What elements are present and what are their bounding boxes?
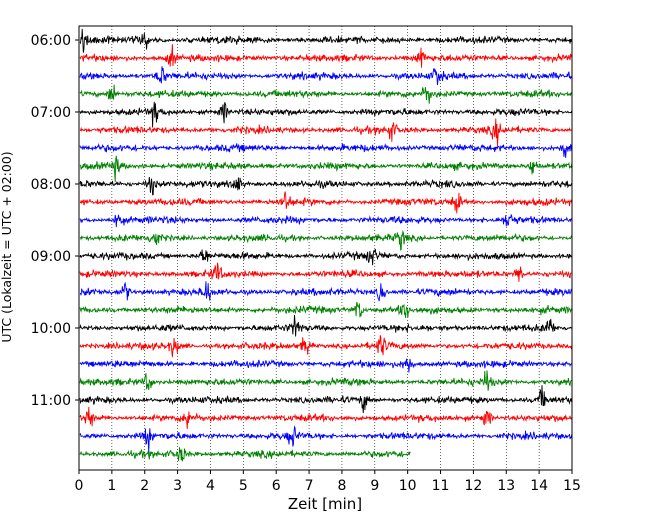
trace-1045	[79, 370, 572, 391]
trace-0900	[79, 248, 573, 266]
x-tick-label: 8	[337, 478, 346, 494]
trace-0930	[79, 281, 573, 302]
seismic-traces	[79, 28, 573, 462]
x-tick-label: 13	[497, 478, 515, 494]
trace-1130	[79, 425, 573, 453]
x-tick-label: 10	[399, 478, 417, 494]
plot-frame	[78, 25, 573, 471]
trace-0800	[79, 176, 573, 196]
trace-1145	[79, 447, 411, 462]
x-axis-ticks: 0 1 2 3 4 5 6 7 8 9 10 11 12 13 14 15	[75, 470, 581, 494]
trace-0615	[79, 44, 573, 68]
vertical-grid	[111, 26, 540, 470]
x-axis-label: Zeit [min]	[288, 495, 362, 513]
x-tick-label: 5	[239, 478, 248, 494]
trace-0745	[79, 155, 573, 182]
trace-1015	[79, 335, 573, 358]
trace-1000	[79, 315, 573, 337]
trace-0915	[79, 262, 572, 282]
y-axis-label: UTC (Lokalzeit = UTC + 02:00)	[0, 151, 14, 342]
trace-0700	[79, 101, 573, 128]
y-tick-label: 07:00	[31, 105, 71, 121]
trace-1030	[79, 358, 573, 373]
trace-0945	[79, 302, 572, 318]
trace-0830	[79, 213, 572, 228]
x-tick-label: 14	[530, 478, 548, 494]
y-axis-ticks: 06:00 07:00 08:00 09:00 10:00 11:00	[31, 33, 79, 409]
trace-0630	[79, 66, 573, 86]
x-tick-label: 1	[107, 478, 116, 494]
trace-0600	[79, 28, 573, 53]
y-tick-label: 08:00	[31, 177, 71, 193]
x-tick-label: 2	[140, 478, 149, 494]
x-tick-label: 0	[75, 478, 84, 494]
x-tick-label: 12	[464, 478, 482, 494]
trace-0645	[79, 84, 573, 104]
trace-0845	[79, 229, 573, 251]
y-tick-label: 06:00	[31, 33, 71, 49]
x-tick-label: 15	[563, 478, 581, 494]
x-tick-label: 6	[272, 478, 281, 494]
y-tick-label: 10:00	[31, 321, 71, 337]
trace-0730	[79, 142, 573, 158]
x-tick-label: 4	[206, 478, 215, 494]
trace-0815	[79, 191, 573, 214]
y-tick-label: 11:00	[31, 393, 71, 409]
trace-0715	[79, 118, 573, 147]
x-tick-label: 7	[305, 478, 314, 494]
x-tick-label: 9	[370, 478, 379, 494]
y-tick-label: 09:00	[31, 249, 71, 265]
trace-1100	[79, 385, 573, 414]
x-tick-label: 3	[173, 478, 182, 494]
x-tick-label: 11	[432, 478, 450, 494]
trace-1115	[79, 406, 573, 429]
